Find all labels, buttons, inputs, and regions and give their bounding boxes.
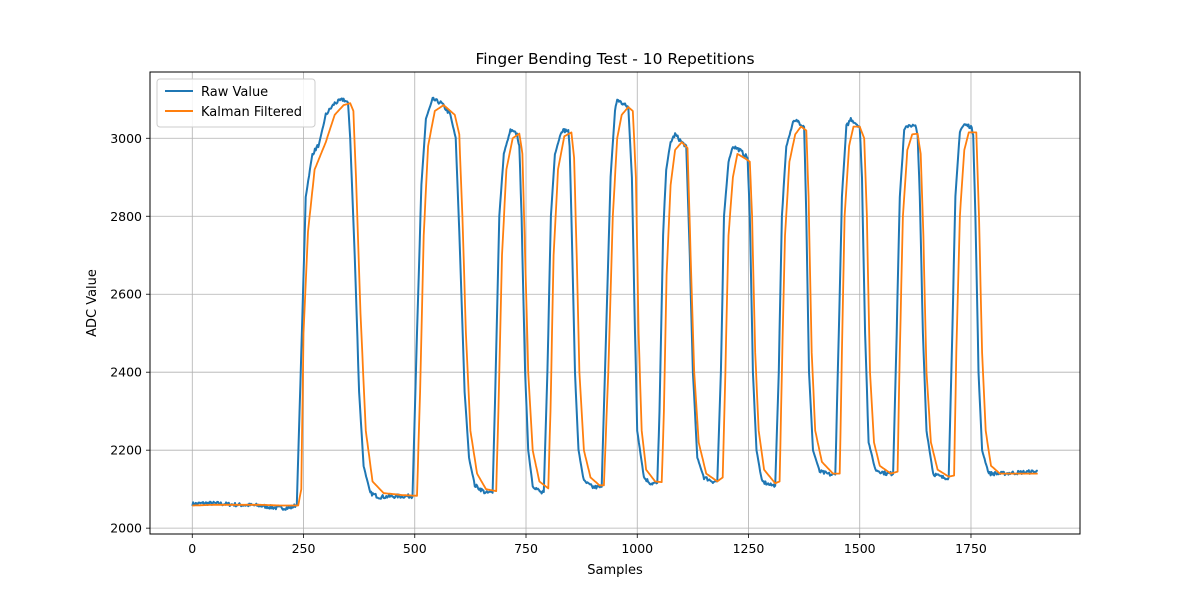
- legend-label-raw-value: Raw Value: [201, 85, 268, 100]
- legend: Raw Value Kalman Filtered: [156, 78, 316, 128]
- series-line-kalman-filtered: [192, 102, 1038, 507]
- y-tick-label: 3000: [110, 131, 142, 146]
- y-tick-label: 2600: [110, 287, 142, 302]
- x-tick-label: 1750: [955, 541, 987, 556]
- y-axis-label: ADC Value: [85, 269, 100, 337]
- x-axis-label: Samples: [587, 563, 643, 578]
- y-tick-label: 2800: [110, 209, 142, 224]
- y-tick-label: 2000: [110, 521, 142, 536]
- x-tick-label: 250: [292, 541, 316, 556]
- y-tick-label: 2400: [110, 365, 142, 380]
- x-tick-label: 500: [403, 541, 427, 556]
- legend-label-kalman-filtered: Kalman Filtered: [201, 105, 302, 120]
- x-tick-label: 750: [514, 541, 538, 556]
- x-tick-label: 1000: [621, 541, 653, 556]
- legend-box: [156, 78, 316, 128]
- y-tick-label: 2200: [110, 443, 142, 458]
- plot-frame: [149, 71, 1081, 535]
- series-line-raw-value: [191, 96, 1039, 511]
- series-layer: [191, 96, 1039, 511]
- axis-ticks: 0 250 500 750 1000 1250 1500 1750 2000 2200 2400 26…: [110, 131, 987, 556]
- x-tick-label: 1500: [844, 541, 876, 556]
- x-tick-label: 0: [188, 541, 196, 556]
- chart-title: Finger Bending Test - 10 Repetitions: [475, 50, 754, 68]
- x-tick-label: 1250: [733, 541, 765, 556]
